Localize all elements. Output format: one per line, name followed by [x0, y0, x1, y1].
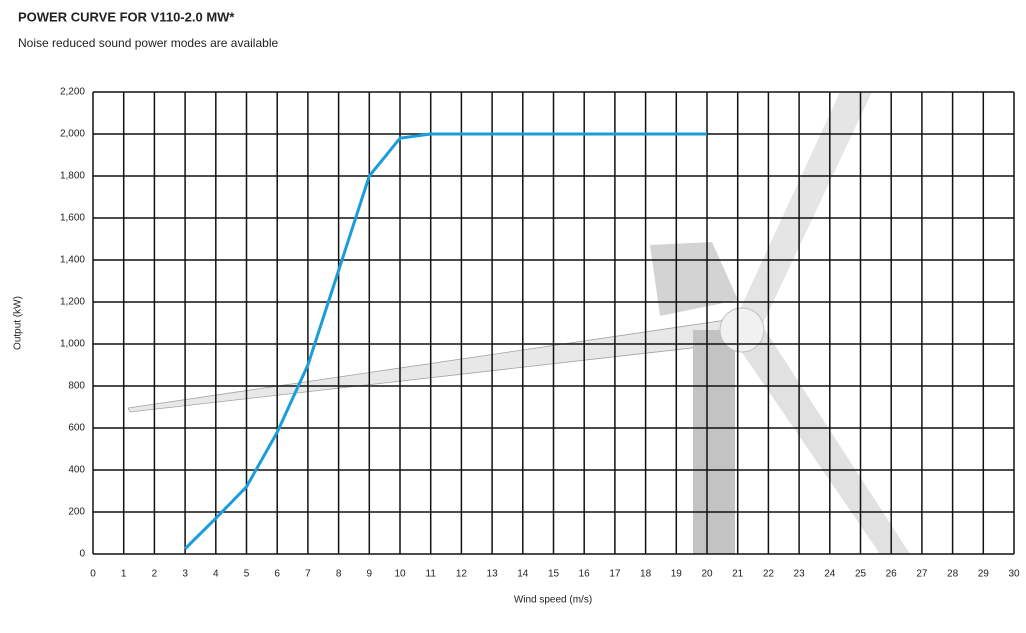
x-tick-label: 17	[609, 569, 621, 580]
x-tick-label: 25	[855, 569, 867, 580]
x-tick-label: 28	[947, 569, 959, 580]
x-tick-label: 10	[394, 569, 406, 580]
x-tick-label: 7	[305, 569, 311, 580]
x-tick-label: 21	[732, 569, 744, 580]
x-tick-label: 24	[824, 569, 836, 580]
x-tick-label: 23	[794, 569, 806, 580]
y-tick-label: 600	[68, 423, 85, 434]
x-tick-label: 8	[336, 569, 342, 580]
x-tick-label: 4	[213, 569, 219, 580]
x-tick-label: 5	[244, 569, 250, 580]
x-tick-label: 3	[182, 569, 188, 580]
x-tick-label: 30	[1008, 569, 1020, 580]
y-tick-label: 1,800	[60, 171, 85, 182]
y-tick-label: 0	[79, 549, 85, 560]
x-tick-label: 16	[579, 569, 591, 580]
x-tick-label: 22	[763, 569, 775, 580]
x-tick-label: 2	[152, 569, 158, 580]
y-tick-label: 800	[68, 381, 85, 392]
y-tick-label: 200	[68, 507, 85, 518]
x-tick-label: 15	[548, 569, 560, 580]
y-tick-label: 400	[68, 465, 85, 476]
chart-title: POWER CURVE FOR V110-2.0 MW*	[18, 9, 235, 24]
y-tick-label: 1,200	[60, 297, 85, 308]
x-tick-label: 27	[916, 569, 928, 580]
x-tick-label: 14	[517, 569, 529, 580]
x-tick-label: 19	[671, 569, 683, 580]
y-tick-label: 2,200	[60, 87, 85, 98]
x-tick-label: 18	[640, 569, 652, 580]
x-tick-label: 6	[274, 569, 280, 580]
x-tick-label: 29	[978, 569, 990, 580]
x-tick-label: 11	[426, 569, 437, 580]
y-tick-label: 1,400	[60, 255, 85, 266]
x-tick-label: 20	[701, 569, 713, 580]
power-curve	[184, 132, 707, 550]
chart-subtitle: Noise reduced sound power modes are avai…	[18, 36, 278, 50]
turbine-illustration	[127, 92, 910, 554]
y-tick-label: 1,000	[60, 339, 85, 350]
x-axis-label: Wind speed (m/s)	[514, 595, 592, 606]
y-tick-label: 1,600	[60, 213, 85, 224]
y-axis-label: Output (kW)	[13, 296, 24, 350]
x-tick-label: 1	[121, 569, 127, 580]
x-tick-label: 12	[456, 569, 468, 580]
x-tick-label: 26	[886, 569, 898, 580]
x-tick-label: 9	[367, 569, 373, 580]
x-tick-label: 0	[90, 569, 96, 580]
y-tick-label: 2,000	[60, 129, 85, 140]
x-tick-label: 13	[487, 569, 499, 580]
